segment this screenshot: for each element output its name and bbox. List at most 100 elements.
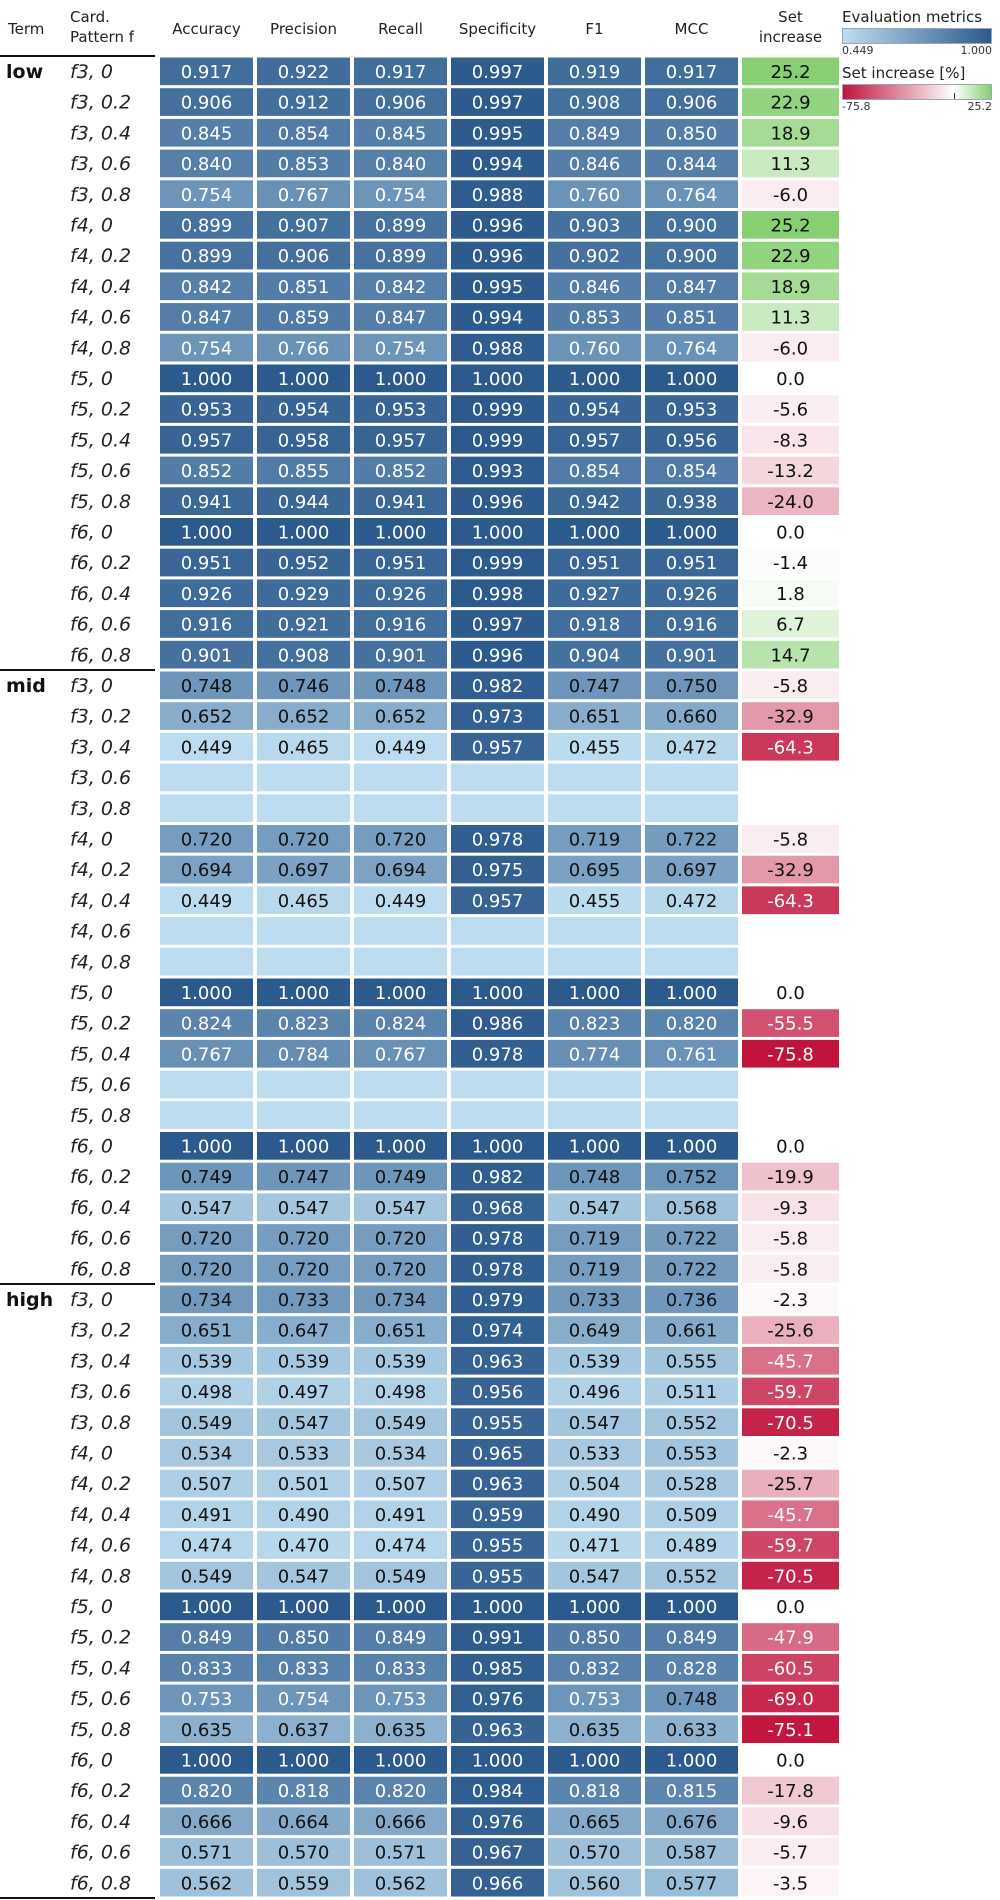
metric-cell bbox=[257, 1868, 350, 1897]
metric-value: 0.903 bbox=[569, 216, 621, 237]
metric-cell bbox=[548, 1623, 641, 1651]
metric-cell bbox=[645, 364, 738, 393]
metric-cell bbox=[548, 1500, 641, 1529]
metric-value: 0.720 bbox=[181, 830, 233, 851]
metric-cell bbox=[160, 579, 253, 608]
metric-cell bbox=[160, 1254, 253, 1283]
metric-value: 0.562 bbox=[181, 1873, 233, 1894]
set-legend-title: Set increase [%] bbox=[842, 64, 966, 82]
metric-value: 0.747 bbox=[278, 1167, 330, 1188]
set-increase-cell bbox=[742, 671, 839, 700]
metric-cell bbox=[160, 518, 253, 546]
metric-cell bbox=[548, 1316, 641, 1344]
metric-cell bbox=[451, 1070, 544, 1099]
metric-cell bbox=[451, 1776, 544, 1805]
metric-cell bbox=[257, 1377, 350, 1406]
metric-value: 1.000 bbox=[569, 523, 621, 544]
metric-value: 0.539 bbox=[278, 1351, 330, 1372]
pattern-label: f6, 0.2 bbox=[70, 1166, 131, 1188]
pattern-label: f6, 0.6 bbox=[70, 614, 131, 636]
metric-value: 0.965 bbox=[472, 1444, 524, 1465]
metric-value: 0.849 bbox=[569, 123, 621, 144]
metric-value: 1.000 bbox=[181, 523, 233, 544]
metric-value: 0.900 bbox=[666, 216, 718, 237]
metric-cell bbox=[645, 1439, 738, 1467]
metric-cell bbox=[354, 1193, 447, 1222]
metric-cell bbox=[257, 1132, 350, 1160]
metric-cell bbox=[451, 1254, 544, 1283]
set-increase-value: 25.2 bbox=[770, 216, 810, 237]
metric-cell bbox=[257, 671, 350, 700]
metric-cell bbox=[645, 1316, 738, 1344]
metric-value: 0.899 bbox=[181, 246, 233, 267]
metric-value: 0.926 bbox=[375, 584, 427, 605]
set-increase-value: -5.8 bbox=[773, 676, 808, 697]
metric-value: 0.666 bbox=[375, 1812, 427, 1833]
metric-value: 0.633 bbox=[666, 1720, 718, 1741]
metric-value: 0.754 bbox=[278, 1689, 330, 1710]
metric-value: 0.660 bbox=[666, 707, 718, 728]
heatmap-table: Term Card. Pattern f Accuracy Precision Recal… bbox=[0, 8, 839, 1899]
metric-value: 0.764 bbox=[666, 338, 718, 359]
set-legend-ticks: -75.8 25.2 bbox=[842, 100, 992, 114]
metric-value: 0.734 bbox=[181, 1290, 233, 1311]
metric-cell bbox=[257, 118, 350, 147]
metric-value: 0.918 bbox=[569, 615, 621, 636]
set-increase-cell bbox=[742, 1316, 839, 1344]
metric-value: 0.982 bbox=[472, 1167, 524, 1188]
metric-cell bbox=[645, 425, 738, 454]
metric-value: 0.832 bbox=[569, 1658, 621, 1679]
metric-value: 1.000 bbox=[666, 1751, 718, 1772]
metric-value: 0.951 bbox=[569, 553, 621, 574]
metric-cell bbox=[354, 886, 447, 915]
metric-cell bbox=[451, 579, 544, 608]
metric-cell bbox=[548, 917, 641, 945]
metric-cell bbox=[160, 180, 253, 208]
set-increase-value: -55.5 bbox=[767, 1014, 814, 1035]
metric-cell bbox=[645, 1469, 738, 1498]
metric-value: 0.853 bbox=[569, 308, 621, 329]
pattern-label: f4, 0.4 bbox=[70, 890, 131, 912]
set-increase-value: -5.6 bbox=[773, 400, 808, 421]
metric-value: 0.996 bbox=[472, 492, 524, 513]
set-increase-value: -5.8 bbox=[773, 1259, 808, 1280]
metric-cell bbox=[645, 88, 738, 116]
metric-cell bbox=[257, 825, 350, 853]
metric-value: 0.901 bbox=[375, 645, 427, 666]
set-increase-cell bbox=[742, 1868, 839, 1897]
set-increase-value: -25.7 bbox=[767, 1474, 814, 1495]
metric-cell bbox=[451, 702, 544, 730]
metric-value: 0.991 bbox=[472, 1628, 524, 1649]
set-increase-cell bbox=[742, 1346, 839, 1375]
metric-cell bbox=[354, 425, 447, 454]
metric-value: 0.661 bbox=[666, 1321, 718, 1342]
metric-cell bbox=[451, 364, 544, 393]
metric-value: 0.904 bbox=[569, 645, 621, 666]
metric-cell bbox=[548, 1715, 641, 1743]
metric-value: 0.694 bbox=[181, 860, 233, 881]
metric-cell bbox=[451, 1561, 544, 1590]
metric-cell bbox=[645, 1193, 738, 1222]
metric-cell bbox=[354, 57, 447, 86]
metric-cell bbox=[160, 1623, 253, 1651]
metric-cell bbox=[548, 518, 641, 546]
metric-cell bbox=[160, 548, 253, 577]
metric-cell bbox=[257, 1101, 350, 1129]
metric-cell bbox=[451, 1715, 544, 1743]
metric-cell bbox=[257, 303, 350, 331]
metric-value: 0.719 bbox=[569, 830, 621, 851]
metric-value: 0.955 bbox=[472, 1413, 524, 1434]
metric-cell bbox=[354, 1653, 447, 1682]
pattern-label: f5, 0 bbox=[70, 1596, 113, 1618]
metric-cell bbox=[645, 763, 738, 792]
pattern-label: f5, 0 bbox=[70, 982, 113, 1004]
metric-value: 0.908 bbox=[569, 93, 621, 114]
metric-cell bbox=[645, 1408, 738, 1436]
metric-cell bbox=[645, 1653, 738, 1682]
metric-cell bbox=[257, 395, 350, 423]
metric-cell bbox=[645, 1162, 738, 1191]
metric-value: 0.549 bbox=[375, 1413, 427, 1434]
set-increase-cell bbox=[742, 886, 839, 915]
set-increase-value: -59.7 bbox=[767, 1382, 814, 1403]
metric-cell bbox=[354, 518, 447, 546]
